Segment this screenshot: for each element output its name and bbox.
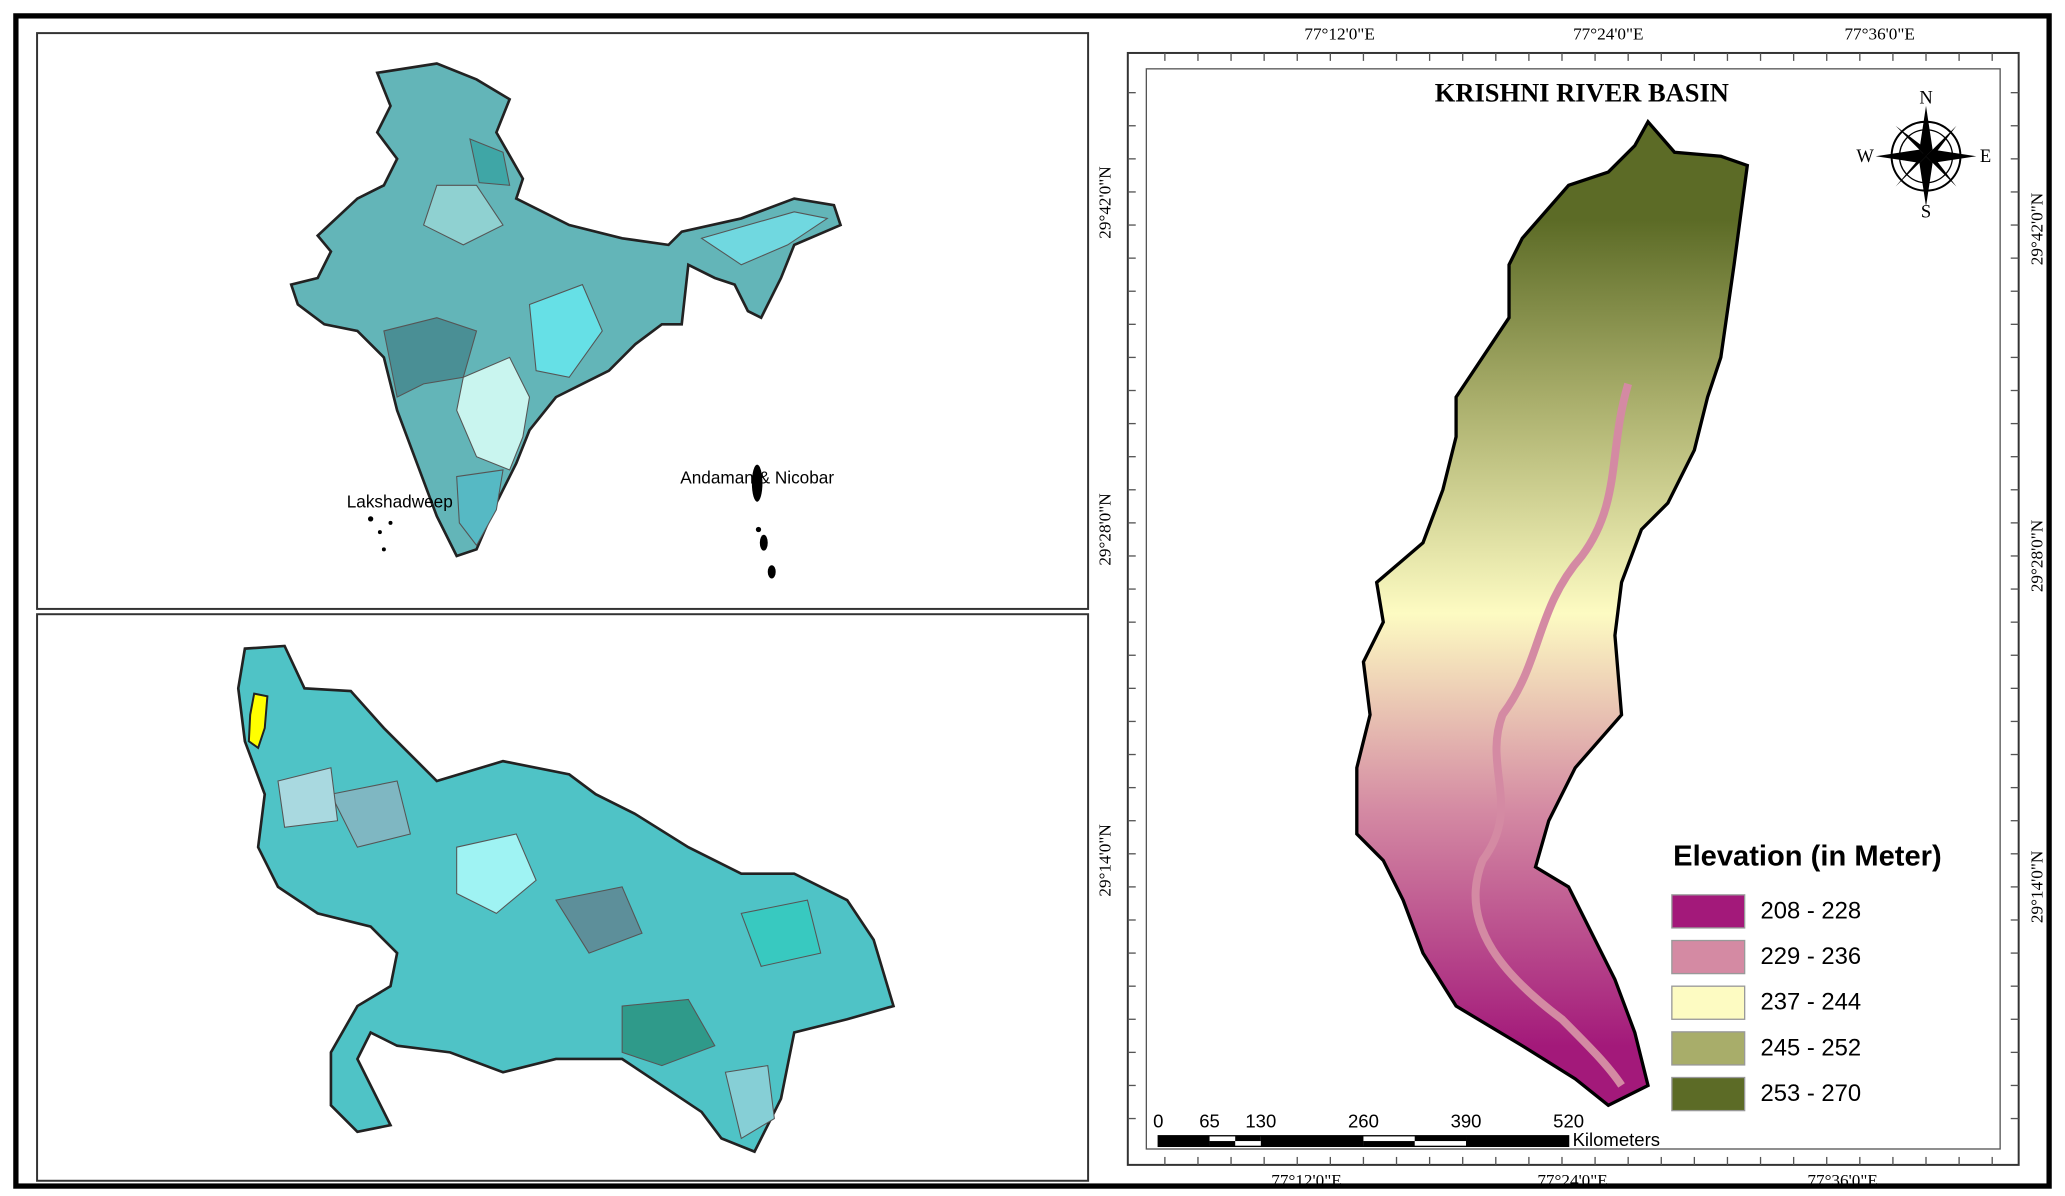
up-district (456, 833, 537, 915)
india-state (456, 356, 531, 471)
river-basin (1355, 118, 1750, 1108)
legend-title: Elevation (in Meter) (1673, 840, 1942, 872)
lon-tick-label: 77°24'0"E (1537, 1171, 1607, 1190)
lon-tick-label: 77°12'0"E (1271, 1171, 1341, 1190)
lat-tick-label: 29°42'0"N (1096, 166, 1115, 239)
up-district (555, 886, 643, 954)
andaman-islands (751, 464, 776, 579)
compass-label: S (1921, 201, 1931, 222)
scale-label: 0 (1153, 1110, 1163, 1131)
outer-border (13, 13, 2052, 1189)
up-district (740, 899, 822, 967)
graticule-ticks: 77°12'0"E 77°24'0"E 77°36'0"E 77°12'0"E 77°2… (1096, 25, 2047, 1190)
up-district (277, 767, 339, 828)
india-state (383, 317, 478, 398)
lon-tick-label: 77°36'0"E (1807, 1171, 1877, 1190)
lat-tick-label: 29°14'0"N (2027, 850, 2046, 923)
scale-label: 130 (1245, 1110, 1276, 1131)
scale-segment (1260, 1135, 1364, 1147)
india-state (700, 211, 829, 266)
lon-tick-label: 77°12'0"E (1304, 25, 1374, 44)
india-state (528, 283, 603, 378)
scale-segment (1414, 1135, 1467, 1142)
legend-label: 245 - 252 (1761, 1034, 1862, 1061)
india-state (456, 469, 504, 547)
legend-label: 208 - 228 (1761, 897, 1862, 924)
place-label: Andaman & Nicobar (680, 468, 834, 488)
lat-tick-label: 29°28'0"N (1096, 493, 1115, 566)
north-arrow (1875, 105, 1977, 207)
up-district (724, 1064, 775, 1140)
up-district (621, 998, 716, 1067)
scale-label: 520 (1553, 1110, 1584, 1131)
lon-tick-label: 77°24'0"E (1573, 25, 1643, 44)
scale-segment (1235, 1135, 1261, 1142)
india-state (469, 138, 511, 186)
legend-label: 229 - 236 (1761, 943, 1862, 970)
scale-segment (1466, 1135, 1569, 1147)
scale-segment (1363, 1141, 1415, 1147)
lon-tick-label: 77°36'0"E (1844, 25, 1914, 44)
river-channel (1471, 382, 1632, 1088)
scale-segment (1158, 1135, 1210, 1147)
scale-segment (1209, 1141, 1236, 1147)
lakshadweep-islands (367, 516, 393, 552)
compass-label: W (1856, 146, 1874, 167)
up-district (330, 780, 411, 848)
basin-location (247, 692, 269, 750)
legend-swatch (1671, 939, 1746, 975)
lat-tick-label: 29°14'0"N (1096, 824, 1115, 897)
legend-swatch (1671, 985, 1746, 1020)
place-label: Lakshadweep (347, 492, 453, 512)
legend-label: 253 - 270 (1761, 1080, 1862, 1107)
scale-label: 65 (1199, 1110, 1220, 1131)
legend: 208 - 228 229 - 236 237 - 244 245 - 252 253 … (1671, 894, 1862, 1112)
legend-swatch (1671, 894, 1746, 929)
compass-label: N (1919, 88, 1932, 109)
map-title: KRISHNI RIVER BASIN (1435, 77, 1729, 107)
scale-label: 390 (1451, 1110, 1482, 1131)
lat-tick-label: 29°42'0"N (2027, 192, 2046, 265)
compass-label: E (1980, 146, 1991, 167)
scale-label: 260 (1348, 1110, 1379, 1131)
main-map-neatline (1145, 68, 2001, 1150)
legend-label: 237 - 244 (1761, 989, 1862, 1016)
lat-tick-label: 29°28'0"N (2027, 519, 2046, 592)
legend-swatch (1671, 1076, 1746, 1112)
scale-unit: Kilometers (1573, 1129, 1660, 1150)
legend-swatch (1671, 1031, 1746, 1066)
india-state (422, 184, 504, 246)
